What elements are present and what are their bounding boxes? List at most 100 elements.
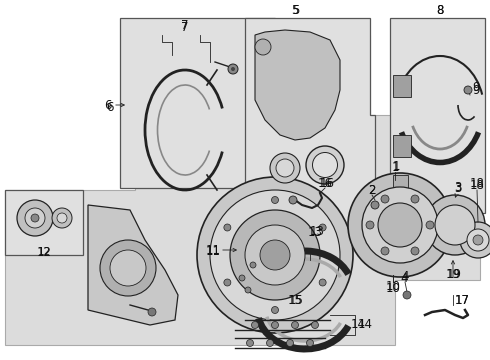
Circle shape: [289, 196, 297, 204]
Circle shape: [312, 321, 318, 328]
Circle shape: [403, 291, 411, 299]
Circle shape: [425, 195, 485, 255]
Circle shape: [348, 173, 452, 277]
Text: 5: 5: [292, 4, 299, 17]
Text: 3: 3: [454, 181, 462, 194]
Circle shape: [271, 306, 278, 314]
Bar: [393, 75, 411, 97]
Bar: [393, 175, 408, 190]
Text: 13: 13: [308, 225, 322, 239]
Circle shape: [307, 339, 314, 346]
Text: 7: 7: [181, 21, 189, 33]
Ellipse shape: [270, 153, 300, 183]
Text: 12: 12: [37, 247, 50, 257]
Text: 16: 16: [319, 176, 335, 189]
Circle shape: [245, 225, 305, 285]
Text: 12: 12: [36, 247, 51, 260]
Circle shape: [246, 339, 253, 346]
Circle shape: [210, 190, 340, 320]
Circle shape: [224, 279, 231, 286]
Text: 14: 14: [358, 319, 373, 332]
Text: 10: 10: [386, 282, 400, 294]
Circle shape: [255, 39, 271, 55]
Circle shape: [362, 187, 438, 263]
Polygon shape: [255, 30, 340, 140]
Circle shape: [267, 339, 273, 346]
Text: 17: 17: [455, 293, 469, 306]
Ellipse shape: [306, 146, 344, 184]
Circle shape: [371, 201, 379, 209]
Ellipse shape: [276, 159, 294, 177]
Circle shape: [228, 64, 238, 74]
Circle shape: [411, 247, 419, 255]
Bar: [390, 18, 485, 213]
Bar: [393, 135, 411, 157]
Text: 1: 1: [391, 161, 399, 174]
Circle shape: [231, 67, 235, 71]
Text: 11: 11: [205, 244, 221, 257]
Circle shape: [239, 275, 245, 281]
Circle shape: [426, 221, 434, 229]
Circle shape: [464, 86, 472, 94]
Text: 10: 10: [386, 280, 400, 293]
Circle shape: [435, 205, 475, 245]
Circle shape: [17, 200, 53, 236]
Circle shape: [319, 279, 326, 286]
Circle shape: [381, 195, 389, 203]
Text: 18: 18: [469, 179, 485, 192]
Text: 19: 19: [446, 267, 462, 280]
Circle shape: [378, 203, 422, 247]
Text: 4: 4: [400, 271, 408, 284]
Circle shape: [292, 321, 298, 328]
Circle shape: [230, 210, 320, 300]
Text: 8: 8: [436, 4, 443, 17]
Circle shape: [31, 214, 39, 222]
Circle shape: [197, 177, 353, 333]
Text: 16: 16: [318, 176, 333, 189]
Text: 18: 18: [469, 176, 485, 189]
Circle shape: [245, 287, 251, 293]
Text: 6: 6: [104, 99, 112, 112]
Circle shape: [251, 321, 259, 328]
Circle shape: [271, 197, 278, 203]
Circle shape: [250, 262, 256, 268]
Circle shape: [260, 240, 290, 270]
Polygon shape: [245, 18, 375, 230]
Circle shape: [25, 208, 45, 228]
Text: 7: 7: [181, 18, 189, 32]
Text: 3: 3: [454, 180, 462, 194]
Ellipse shape: [313, 153, 338, 177]
Circle shape: [57, 213, 67, 223]
Circle shape: [52, 208, 72, 228]
Circle shape: [319, 224, 326, 231]
Circle shape: [366, 221, 374, 229]
Circle shape: [224, 224, 231, 231]
Circle shape: [148, 308, 156, 316]
Circle shape: [100, 240, 156, 296]
Circle shape: [287, 339, 294, 346]
Circle shape: [110, 250, 146, 286]
Circle shape: [271, 321, 278, 328]
Text: 6: 6: [106, 100, 114, 113]
Text: 15: 15: [288, 293, 302, 306]
Text: 13: 13: [310, 225, 324, 238]
Text: 9: 9: [472, 81, 480, 94]
Text: 4: 4: [401, 270, 409, 284]
Circle shape: [460, 222, 490, 258]
Circle shape: [473, 235, 483, 245]
Text: 8: 8: [436, 4, 443, 17]
Text: 17: 17: [455, 294, 469, 307]
Text: 14: 14: [350, 319, 366, 332]
Text: 19: 19: [445, 269, 461, 282]
Circle shape: [411, 195, 419, 203]
Text: 2: 2: [368, 184, 376, 197]
Polygon shape: [5, 35, 480, 345]
Polygon shape: [88, 205, 178, 325]
Text: 2: 2: [368, 184, 376, 197]
Text: 11: 11: [205, 243, 221, 257]
Circle shape: [467, 229, 489, 251]
Circle shape: [381, 247, 389, 255]
Bar: [5, 190, 83, 255]
Text: 1: 1: [392, 159, 400, 172]
Bar: [120, 18, 275, 188]
